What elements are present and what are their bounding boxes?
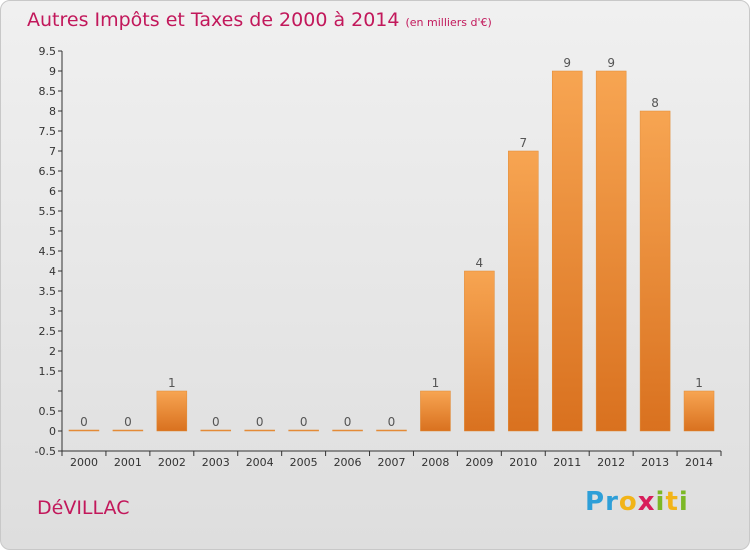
x-tick-label: 2000: [70, 456, 98, 469]
y-tick-label: 7: [49, 145, 56, 158]
bar-value-label: 0: [124, 415, 132, 429]
logo-letter: o: [618, 487, 638, 517]
chart-title-text: Autres Impôts et Taxes de 2000 à 2014: [27, 9, 400, 31]
proxiti-logo: Proxiti: [585, 487, 689, 517]
logo-letter: r: [605, 487, 619, 517]
logo-letter: P: [585, 487, 606, 517]
bar-value-label: 1: [168, 376, 176, 390]
x-tick-label: 2002: [158, 456, 186, 469]
y-tick-label: -0.5: [35, 445, 56, 458]
bar-value-label: 9: [607, 56, 615, 70]
y-tick-label: 2: [49, 345, 56, 358]
bar: [683, 390, 715, 432]
x-tick-label: 2011: [553, 456, 581, 469]
bar-value-label: 7: [519, 136, 527, 150]
bar: [420, 390, 451, 432]
bar: [595, 70, 627, 432]
x-tick-label: 2007: [378, 456, 406, 469]
bar-value-label: 0: [300, 415, 308, 429]
x-tick-label: 2003: [202, 456, 230, 469]
bar: [464, 270, 495, 432]
bar-value-label: 0: [344, 415, 352, 429]
bar: [551, 70, 583, 432]
x-tick-label: 2009: [465, 456, 493, 469]
logo-letter: i: [678, 487, 689, 517]
y-tick-label: 7.5: [39, 125, 57, 138]
y-tick-label: 5: [49, 225, 56, 238]
y-tick-label: 9: [49, 65, 56, 78]
bar-value-label: 1: [432, 376, 440, 390]
y-tick-label: 2.5: [39, 325, 57, 338]
bar-value-label: 0: [212, 415, 220, 429]
bar: [332, 429, 363, 432]
commune-name: DéVILLAC: [37, 497, 130, 519]
x-tick-label: 2008: [421, 456, 449, 469]
bar-value-label: 0: [256, 415, 264, 429]
logo-letter: t: [665, 487, 679, 517]
y-tick-label: 8: [49, 105, 56, 118]
bar-value-label: 4: [476, 256, 484, 270]
bar: [508, 150, 539, 432]
bar: [639, 110, 671, 432]
bar-value-label: 0: [388, 415, 396, 429]
y-tick-label: 4: [49, 265, 56, 278]
x-tick-label: 2001: [114, 456, 142, 469]
y-tick-label: 8.5: [39, 85, 57, 98]
bar: [244, 429, 275, 432]
x-tick-label: 2012: [597, 456, 625, 469]
x-tick-label: 2004: [246, 456, 274, 469]
y-tick-label: 4.5: [39, 245, 57, 258]
logo-letter: i: [655, 487, 666, 517]
bar: [156, 390, 188, 432]
x-tick-label: 2010: [509, 456, 537, 469]
bar-value-label: 9: [563, 56, 571, 70]
x-tick-label: 2005: [290, 456, 318, 469]
y-tick-label: 5.5: [39, 205, 57, 218]
bar: [112, 429, 144, 432]
x-tick-label: 2014: [685, 456, 713, 469]
y-tick-label: 0: [49, 425, 56, 438]
bar-value-label: 0: [80, 415, 88, 429]
bar: [288, 429, 319, 432]
chart-title: Autres Impôts et Taxes de 2000 à 2014 (en…: [27, 9, 492, 31]
bar: [68, 429, 100, 432]
y-tick-label: 1.5: [39, 365, 57, 378]
logo-letter: x: [637, 487, 656, 517]
bar: [376, 429, 407, 432]
x-tick-label: 2006: [334, 456, 362, 469]
y-tick-label: 3.5: [39, 285, 57, 298]
bar: [200, 429, 232, 432]
y-tick-label: 6.5: [39, 165, 57, 178]
y-tick-label: 3: [49, 305, 56, 318]
y-tick-label: 9.5: [39, 45, 57, 58]
bar-value-label: 8: [651, 96, 659, 110]
y-tick-label: 0.5: [39, 405, 57, 418]
y-tick-label: 6: [49, 185, 56, 198]
x-tick-label: 2013: [641, 456, 669, 469]
bar-value-label: 1: [695, 376, 703, 390]
chart-subtitle: (en milliers d'€): [405, 16, 492, 29]
